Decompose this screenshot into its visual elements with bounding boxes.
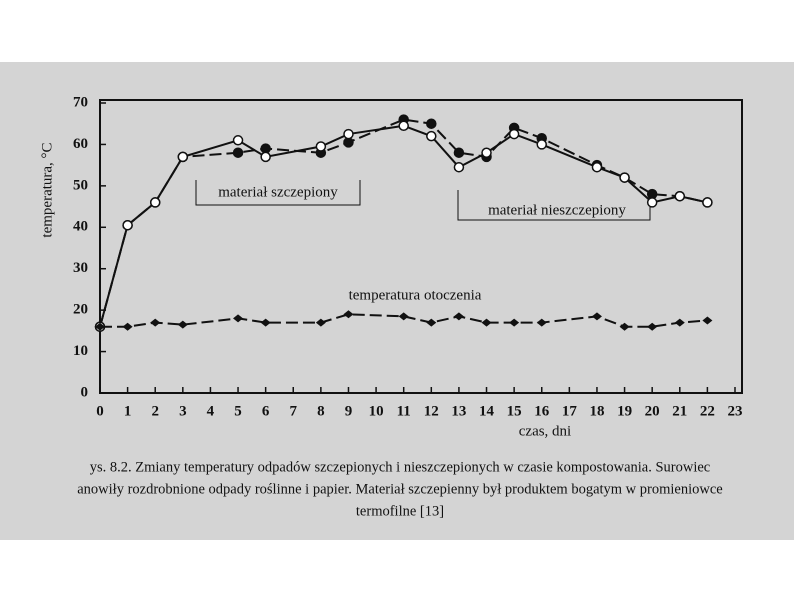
marker	[674, 318, 685, 327]
y-tick-label: 70	[73, 94, 88, 110]
x-tick-label: 14	[479, 403, 495, 419]
marker	[149, 197, 161, 208]
marker	[122, 219, 133, 231]
x-tick-label: 22	[700, 403, 715, 419]
y-tick-label: 30	[73, 260, 88, 276]
x-tick-label: 3	[179, 403, 187, 419]
x-tick-label: 21	[672, 403, 687, 419]
x-tick-label: 1	[124, 403, 132, 419]
x-tick-label: 12	[424, 403, 439, 419]
marker	[233, 314, 244, 323]
bracket	[457, 190, 651, 221]
marker	[150, 318, 161, 327]
x-tick-label: 18	[589, 403, 604, 419]
bracket	[195, 180, 361, 206]
y-tick-label: 10	[73, 343, 88, 359]
marker	[260, 318, 271, 327]
marker	[398, 120, 409, 132]
marker	[591, 161, 603, 173]
marker	[646, 197, 658, 208]
x-tick-label: 11	[397, 403, 411, 419]
marker	[702, 197, 713, 208]
marker	[453, 312, 464, 321]
marker	[702, 316, 713, 325]
marker	[481, 318, 492, 327]
marker	[481, 147, 492, 158]
x-tick-label: 7	[290, 403, 298, 419]
marker	[232, 135, 244, 146]
y-tick-label: 0	[81, 384, 89, 400]
marker	[398, 312, 409, 321]
x-tick-label: 9	[345, 403, 353, 419]
series-label: materiał szczepiony	[218, 184, 338, 200]
y-tick-label: 50	[73, 177, 88, 193]
marker	[315, 318, 326, 327]
marker	[343, 310, 354, 319]
caption-line: anowiły rozdrobnione odpady roślinne i p…	[77, 481, 722, 497]
x-tick-label: 5	[234, 403, 242, 419]
marker	[177, 151, 189, 163]
marker	[453, 161, 465, 173]
marker	[315, 141, 327, 152]
y-tick-label: 60	[73, 136, 88, 152]
marker	[647, 322, 658, 331]
y-axis-label: temperatura, °C	[39, 142, 55, 237]
book-page	[0, 62, 794, 540]
marker	[260, 151, 271, 163]
marker	[426, 130, 437, 142]
x-tick-label: 8	[317, 403, 325, 419]
marker	[508, 128, 520, 140]
caption-line: ys. 8.2. Zmiany temperatury odpadów szcz…	[90, 459, 711, 475]
series-label: materiał nieszczepiony	[488, 202, 626, 218]
x-tick-label: 23	[728, 403, 743, 419]
marker	[536, 139, 547, 150]
x-tick-label: 13	[451, 403, 466, 419]
marker	[177, 320, 188, 329]
marker	[509, 318, 520, 327]
y-tick-label: 40	[73, 219, 88, 235]
x-tick-label: 2	[151, 403, 159, 419]
plot-frame	[99, 99, 743, 394]
marker	[536, 318, 547, 327]
caption-line: termofilne [13]	[356, 503, 444, 519]
marker	[619, 322, 630, 331]
marker	[426, 318, 437, 327]
marker	[619, 172, 630, 183]
marker	[591, 312, 602, 321]
y-tick-label: 20	[73, 302, 88, 318]
x-tick-label: 19	[617, 403, 632, 419]
marker	[232, 147, 244, 158]
x-tick-label: 10	[369, 403, 384, 419]
marker	[343, 128, 354, 140]
x-tick-label: 6	[262, 403, 270, 419]
marker	[122, 322, 133, 331]
series-label: temperatura otoczenia	[349, 287, 482, 303]
x-axis-label: czas, dni	[519, 423, 571, 439]
x-tick-label: 20	[645, 403, 660, 419]
x-tick-label: 16	[534, 403, 550, 419]
x-tick-label: 4	[207, 403, 215, 419]
marker	[426, 118, 437, 129]
x-tick-label: 17	[562, 403, 578, 419]
marker	[674, 190, 686, 202]
marker	[453, 147, 465, 158]
x-tick-label: 0	[96, 403, 104, 419]
x-tick-label: 15	[507, 403, 522, 419]
marker	[95, 322, 105, 331]
